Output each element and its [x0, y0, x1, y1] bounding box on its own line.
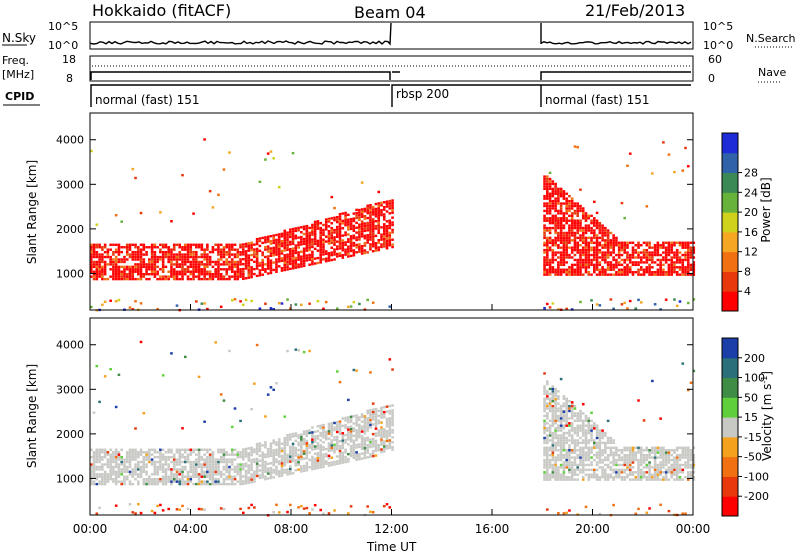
y-tick-label: 4000	[56, 339, 84, 352]
time-tick-label: 08:00	[274, 522, 309, 536]
nave-tick-bottom: 0	[708, 72, 715, 85]
time-tick-label: 00:00	[676, 522, 711, 536]
velocity-heatmap	[90, 340, 696, 517]
y-tick-label: 4000	[56, 134, 84, 147]
y-tick-label: 3000	[56, 178, 84, 191]
colorbar-swatch	[722, 172, 738, 193]
velocity-colorbar-label: Velocity [m s-1]	[760, 371, 775, 461]
colorbar-tick-label: 12	[744, 246, 758, 259]
time-axis-label: Time UT	[366, 540, 417, 554]
colorbar-swatch	[722, 231, 738, 253]
nave-label: Nave	[758, 66, 786, 79]
colorbar-swatch	[722, 476, 738, 497]
time-tick-label: 20:00	[575, 522, 610, 536]
freq-tick-bottom: 8	[66, 72, 73, 85]
colorbar-swatch	[722, 133, 738, 154]
colorbar-swatch	[722, 436, 738, 458]
nsky-tick-bottom: 10^0	[48, 39, 78, 52]
y-tick-label: 2000	[56, 223, 84, 236]
colorbar-tick-label: 28	[744, 167, 758, 180]
velocity-y-ticks: 1000 2000 3000 4000	[56, 339, 693, 485]
colorbar-swatch	[722, 251, 738, 272]
colorbar-tick-label: 200	[744, 352, 765, 365]
power-panel: 1000 2000 3000 4000 Slant Range [km] 4 8 12 16…	[25, 112, 773, 312]
power-y-ticks: 1000 2000 3000 4000	[56, 134, 693, 280]
velocity-y-label: Slant Range [km]	[25, 364, 39, 468]
colorbar-swatch	[722, 212, 738, 233]
time-axis: 00:00 04:00 08:00 12:00 16:00 20:00 00:00	[73, 304, 711, 536]
colorbar-tick-label: 4	[744, 285, 751, 298]
colorbar-swatch	[722, 338, 738, 359]
velocity-panel: 1000 2000 3000 4000 Slant Range [km] 200 100…	[25, 317, 775, 517]
nsearch-label: N.Search	[746, 32, 796, 45]
station-title: Hokkaido (fitACF)	[92, 1, 231, 20]
nsky-right-tick-bottom: 10^0	[703, 39, 733, 52]
colorbar-tick-label: -50	[744, 451, 762, 464]
colorbar-swatch	[722, 291, 738, 312]
colorbar-tick-label: 100	[744, 372, 765, 385]
colorbar-tick-label: 50	[744, 391, 758, 404]
colorbar-swatch	[722, 271, 738, 292]
freq-unit-label: [MHz]	[2, 68, 34, 81]
cpid-mode-2: rbsp 200	[396, 87, 449, 101]
nave-tick-top: 60	[708, 53, 722, 66]
colorbar-tick-label: 8	[744, 265, 751, 278]
velocity-colorbar: 200 100 50 15 -15 -50 -100 -200	[721, 337, 769, 517]
time-tick-label: 16:00	[475, 522, 510, 536]
time-tick-label: 04:00	[173, 522, 208, 536]
colorbar-swatch	[722, 417, 738, 438]
nsky-label: N.Sky	[2, 31, 36, 45]
colorbar-swatch	[722, 357, 738, 379]
colorbar-swatch	[722, 496, 738, 517]
colorbar-tick-label: -200	[744, 490, 769, 503]
beam-title: Beam 04	[354, 3, 426, 22]
nsky-tick-top: 10^5	[48, 20, 78, 33]
y-tick-label: 1000	[56, 267, 84, 280]
colorbar-tick-label: 20	[744, 206, 758, 219]
power-colorbar: 4 8 12 16 20 24 28	[721, 132, 758, 312]
freq-panel: Freq. [MHz] 18 8 60 0 Nave	[2, 53, 786, 85]
colorbar-tick-label: -100	[744, 470, 769, 483]
colorbar-tick-label: 15	[744, 411, 758, 424]
power-y-label: Slant Range [km]	[25, 160, 39, 264]
power-colorbar-label: Power [dB]	[759, 177, 773, 242]
colorbar-tick-label: 16	[744, 226, 758, 239]
colorbar-swatch	[722, 456, 738, 477]
colorbar-swatch	[722, 152, 738, 174]
colorbar-tick-label: -15	[744, 431, 762, 444]
freq-label: Freq.	[2, 54, 29, 67]
colorbar-swatch	[722, 192, 738, 213]
cpid-label: CPID	[5, 90, 34, 103]
date-title: 21/Feb/2013	[585, 1, 685, 20]
cpid-mode-1: normal (fast) 151	[95, 93, 199, 107]
colorbar-swatch	[722, 397, 738, 418]
y-tick-label: 1000	[56, 472, 84, 485]
y-tick-label: 2000	[56, 428, 84, 441]
nsky-right-tick-top: 10^5	[703, 20, 733, 33]
power-heatmap	[90, 138, 696, 312]
time-tick-label: 00:00	[73, 522, 108, 536]
nsky-panel: N.Sky 10^5 10^0 10^5 10^0 N.Search	[2, 20, 796, 52]
colorbar-tick-label: 24	[744, 186, 758, 199]
colorbar-swatch	[722, 377, 738, 398]
nsky-trace	[90, 22, 692, 46]
freq-tick-top: 18	[62, 53, 76, 66]
y-tick-label: 3000	[56, 383, 84, 396]
cpid-panel: CPID normal (fast) 151 rbsp 200 normal (…	[3, 84, 691, 107]
time-tick-label: 12:00	[374, 522, 409, 536]
cpid-mode-3: normal (fast) 151	[545, 93, 649, 107]
